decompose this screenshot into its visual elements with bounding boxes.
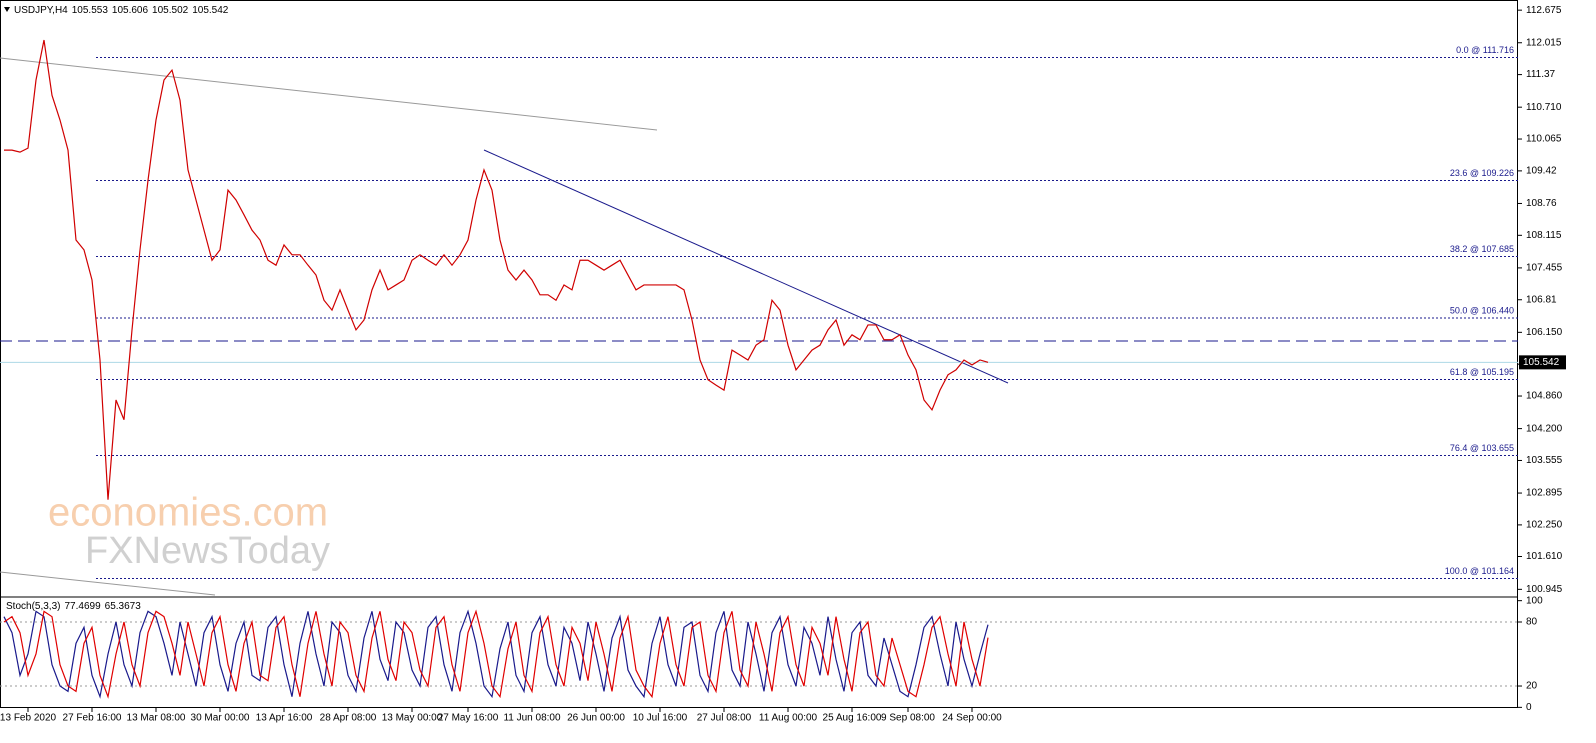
menu-triangle [4,7,10,12]
stoch-header: Stoch(5,3,3) 77.4699 65.3673 [6,601,141,612]
fib-label: 50.0 @ 106.440 [1450,305,1514,315]
x-tick-label: 13 Apr 16:00 [256,713,313,724]
y-tick-label: 102.895 [1526,488,1563,499]
y-tick-label: 104.860 [1526,391,1563,402]
y-tick-label: 106.81 [1526,294,1557,305]
frame [0,0,1518,708]
stoch-main: 77.4699 [64,601,101,612]
x-tick-label: 13 Feb 2020 [0,713,57,724]
y-tick-label: 108.76 [1526,198,1557,209]
trendline [483,149,1009,384]
close: 105.542 [192,5,229,16]
x-tick-label: 30 Mar 00:00 [191,713,250,724]
data-line [3,609,989,699]
data-line [4,39,989,500]
y-tick-label: 106.150 [1526,327,1563,338]
x-tick-label: 27 Jul 08:00 [697,713,752,724]
trendline [0,571,216,596]
low: 105.502 [152,5,189,16]
y-tick-label: 112.675 [1526,5,1562,16]
y-tick-label: 112.015 [1526,37,1562,48]
x-tick-label: 13 Mar 08:00 [127,713,186,724]
trendline [0,57,658,131]
y-tick-label: 110.065 [1526,134,1562,145]
open: 105.553 [72,5,109,16]
y-tick-label: 0 [1526,702,1532,713]
y-tick-label: 100 [1526,595,1543,606]
fib-label: 61.8 @ 105.195 [1450,367,1514,377]
stoch-title: Stoch(5,3,3) [6,601,60,612]
y-tick-label: 108.115 [1526,230,1562,241]
y-tick-label: 110.710 [1526,102,1562,113]
data-line [3,609,989,699]
fib-label: 38.2 @ 107.685 [1450,244,1514,254]
price-box [1519,355,1566,370]
y-tick-label: 107.455 [1526,263,1563,274]
x-tick-label: 9 Sep 08:00 [881,713,935,724]
symbol: USDJPY,H4 [14,5,68,16]
fib-label: 100.0 @ 101.164 [1445,566,1514,576]
y-tick-label: 101.610 [1526,551,1563,562]
y-tick-label: 102.250 [1526,520,1563,531]
y-tick-label: 103.555 [1526,455,1563,466]
x-tick-label: 27 Feb 16:00 [63,713,122,724]
x-tick-label: 28 Apr 08:00 [320,713,377,724]
y-tick-label: 111.37 [1526,69,1556,80]
y-tick-label: 109.42 [1526,166,1557,177]
x-tick-label: 11 Jun 08:00 [503,713,561,724]
y-tick-label: 100.945 [1526,584,1563,595]
watermark: FXNewsToday [85,530,330,572]
watermark: economies.com [48,491,328,535]
y-tick-label: 20 [1526,681,1538,692]
stoch-signal: 65.3673 [105,601,142,612]
fib-label: 0.0 @ 111.716 [1456,45,1514,55]
x-tick-label: 25 Aug 16:00 [823,713,882,724]
x-tick-label: 11 Aug 00:00 [759,713,818,724]
high: 105.606 [112,5,149,16]
price-box-label: 105.542 [1523,357,1560,368]
x-tick-label: 10 Jul 16:00 [633,713,688,724]
x-tick-label: 27 May 16:00 [438,713,499,724]
y-tick-label: 104.200 [1526,423,1563,434]
y-tick-label: 80 [1526,617,1538,628]
fib-label: 23.6 @ 109.226 [1450,168,1514,178]
header: USDJPY,H4 105.553 105.606 105.502 105.542 [14,5,229,16]
fib-label: 76.4 @ 103.655 [1450,443,1514,453]
x-tick-label: 24 Sep 00:00 [942,713,1002,724]
x-tick-label: 26 Jun 00:00 [567,713,625,724]
x-tick-label: 13 May 00:00 [382,713,443,724]
